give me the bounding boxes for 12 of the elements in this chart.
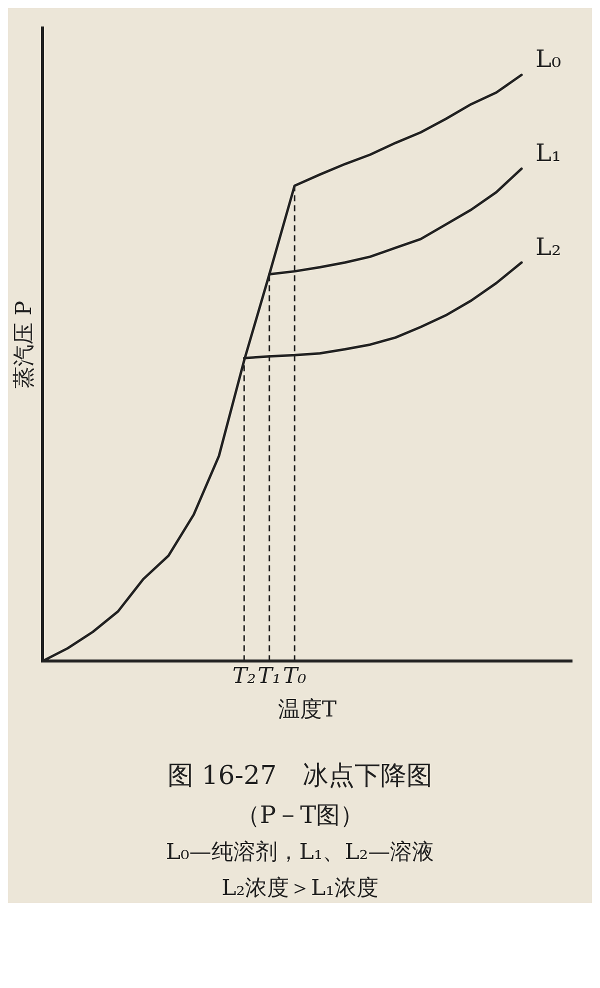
series-label: L₁ [536,138,562,167]
y-axis-title: 蒸汽压 P [12,300,37,388]
text: （P－T图） [234,800,366,831]
x-tick-label: T₁ [258,664,282,690]
text: L₀—纯溶剂，L₁、L₂—溶液 [164,839,436,867]
text: L₂浓度＞L₁浓度 [220,875,380,903]
series-label: L₂ [536,232,562,261]
text: 图 16-27 冰点下降图 [166,760,434,793]
x-tick-label: T₂ [232,664,256,690]
series-label: L₀ [536,45,562,74]
x-tick-label: T₀ [282,664,307,690]
x-axis-title: 温度T [278,698,337,723]
